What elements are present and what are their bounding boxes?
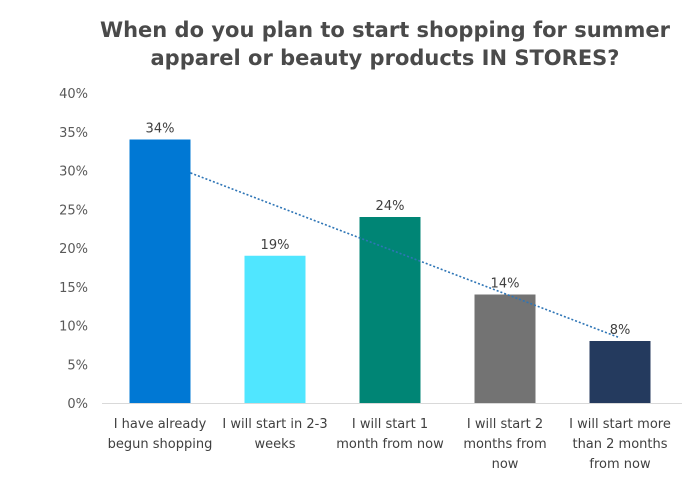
x-tick-label: I will start 2 months from now — [463, 417, 546, 472]
y-tick-label: 15% — [59, 281, 88, 296]
y-tick-label: 35% — [59, 126, 88, 141]
y-tick-label: 30% — [59, 165, 88, 180]
y-tick-label: 40% — [59, 87, 88, 102]
y-tick-label: 0% — [67, 397, 88, 412]
x-tick-label: I will start in 2-3 weeks — [222, 417, 327, 452]
bar — [359, 217, 421, 403]
data-label: 14% — [491, 277, 520, 292]
data-label: 34% — [146, 122, 175, 137]
y-tick-label: 5% — [67, 358, 88, 373]
y-tick-label: 10% — [59, 320, 88, 335]
bar — [474, 294, 536, 403]
data-label: 24% — [376, 199, 405, 214]
bar — [589, 341, 651, 403]
chart-title: When do you plan to start shopping for s… — [99, 18, 671, 70]
bar — [129, 139, 191, 403]
bar — [244, 255, 306, 403]
x-tick-label: I will start more than 2 months from now — [569, 417, 671, 472]
trendline — [190, 172, 621, 339]
data-label: 8% — [610, 323, 631, 338]
y-tick-label: 20% — [59, 242, 88, 257]
data-label: 19% — [261, 238, 290, 253]
x-tick-label: I have already begun shopping — [108, 417, 213, 452]
x-tick-label: I will start 1 month from now — [336, 417, 444, 452]
y-tick-label: 25% — [59, 203, 88, 218]
